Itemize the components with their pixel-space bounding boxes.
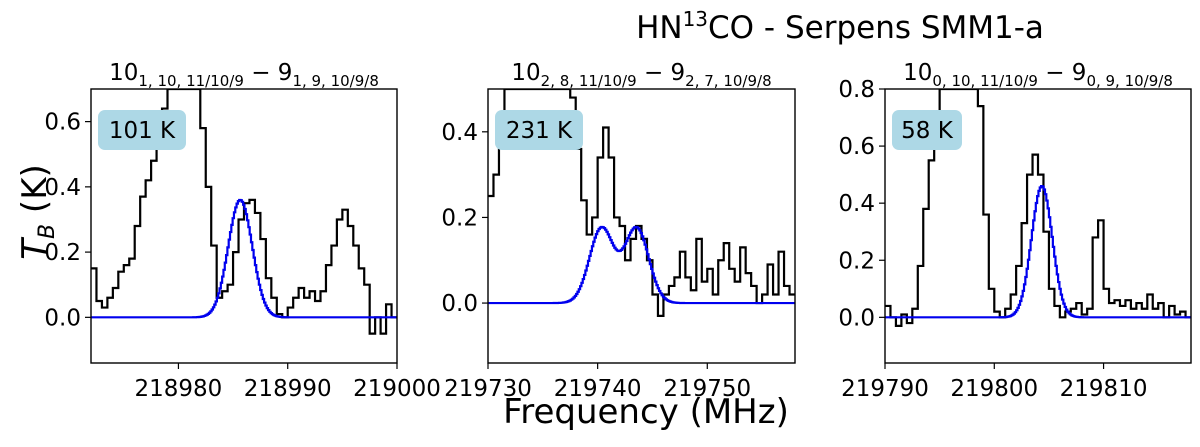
panel-title: 100, 10, 11/10/9 − 90, 9, 10/9/8	[903, 60, 1173, 90]
model-spectrum	[91, 198, 397, 319]
panel-1: 218980 218990 219000 0.0 0.2 0.4 0.6 101, 10, 1…	[44, 60, 440, 402]
y-tick-label: 0.8	[838, 77, 875, 103]
y-tick-label: 0.4	[441, 120, 478, 146]
x-axis-label: Frequency (MHz)	[503, 392, 789, 432]
panel-3: 219790 219800 219810 0.0 0.2 0.4 0.6 0.8 100, 10…	[838, 60, 1192, 402]
x-tick-label: 218990	[244, 376, 332, 402]
x-tick-label: 219810	[1060, 376, 1148, 402]
observed-spectrum	[91, 89, 397, 335]
y-tick-label: 0.0	[838, 305, 875, 331]
temperature-badge	[98, 110, 186, 150]
y-tick-label: 0.4	[44, 175, 81, 201]
panel-2: 219730 219740 219750 0.0 0.2 0.4 102, 8, 11/10…	[441, 60, 796, 402]
plot-frame	[487, 88, 796, 364]
temperature-badge-label: 58 K	[901, 118, 954, 144]
panel-title: 102, 8, 11/10/9 − 92, 7, 10/9/8	[511, 60, 771, 90]
y-tick-label: 0.2	[441, 205, 478, 231]
plot-frame	[884, 88, 1192, 364]
temperature-badge	[495, 110, 583, 150]
y-tick-label: 0.4	[838, 191, 875, 217]
x-tick-label: 219740	[554, 376, 642, 402]
x-tick-label: 219000	[353, 376, 441, 402]
temperature-badge-label: 231 K	[506, 118, 573, 144]
y-tick-label: 0.6	[838, 134, 875, 160]
y-tick-label: 0.2	[44, 240, 81, 266]
figure-title: HN13CO - Serpens SMM1-a	[636, 7, 1044, 46]
y-axis-label: TB (K)	[15, 164, 60, 260]
x-tick-label: 219800	[950, 376, 1038, 402]
y-tick-label: 0.0	[44, 305, 81, 331]
temperature-badge	[892, 110, 962, 150]
x-tick-label: 219750	[663, 376, 751, 402]
model-spectrum	[885, 184, 1191, 319]
y-tick-label: 0.2	[838, 248, 875, 274]
y-tick-label: 0.0	[441, 291, 478, 317]
temperature-badge-label: 101 K	[109, 118, 176, 144]
x-tick-label: 219790	[841, 376, 929, 402]
plot-frame	[90, 88, 398, 364]
observed-spectrum	[488, 89, 795, 318]
y-tick-label: 0.6	[44, 110, 81, 136]
x-tick-label: 219730	[444, 376, 532, 402]
panel-title: 101, 10, 11/10/9 − 91, 9, 10/9/8	[109, 60, 379, 90]
model-spectrum	[488, 225, 795, 305]
x-tick-label: 218980	[135, 376, 223, 402]
